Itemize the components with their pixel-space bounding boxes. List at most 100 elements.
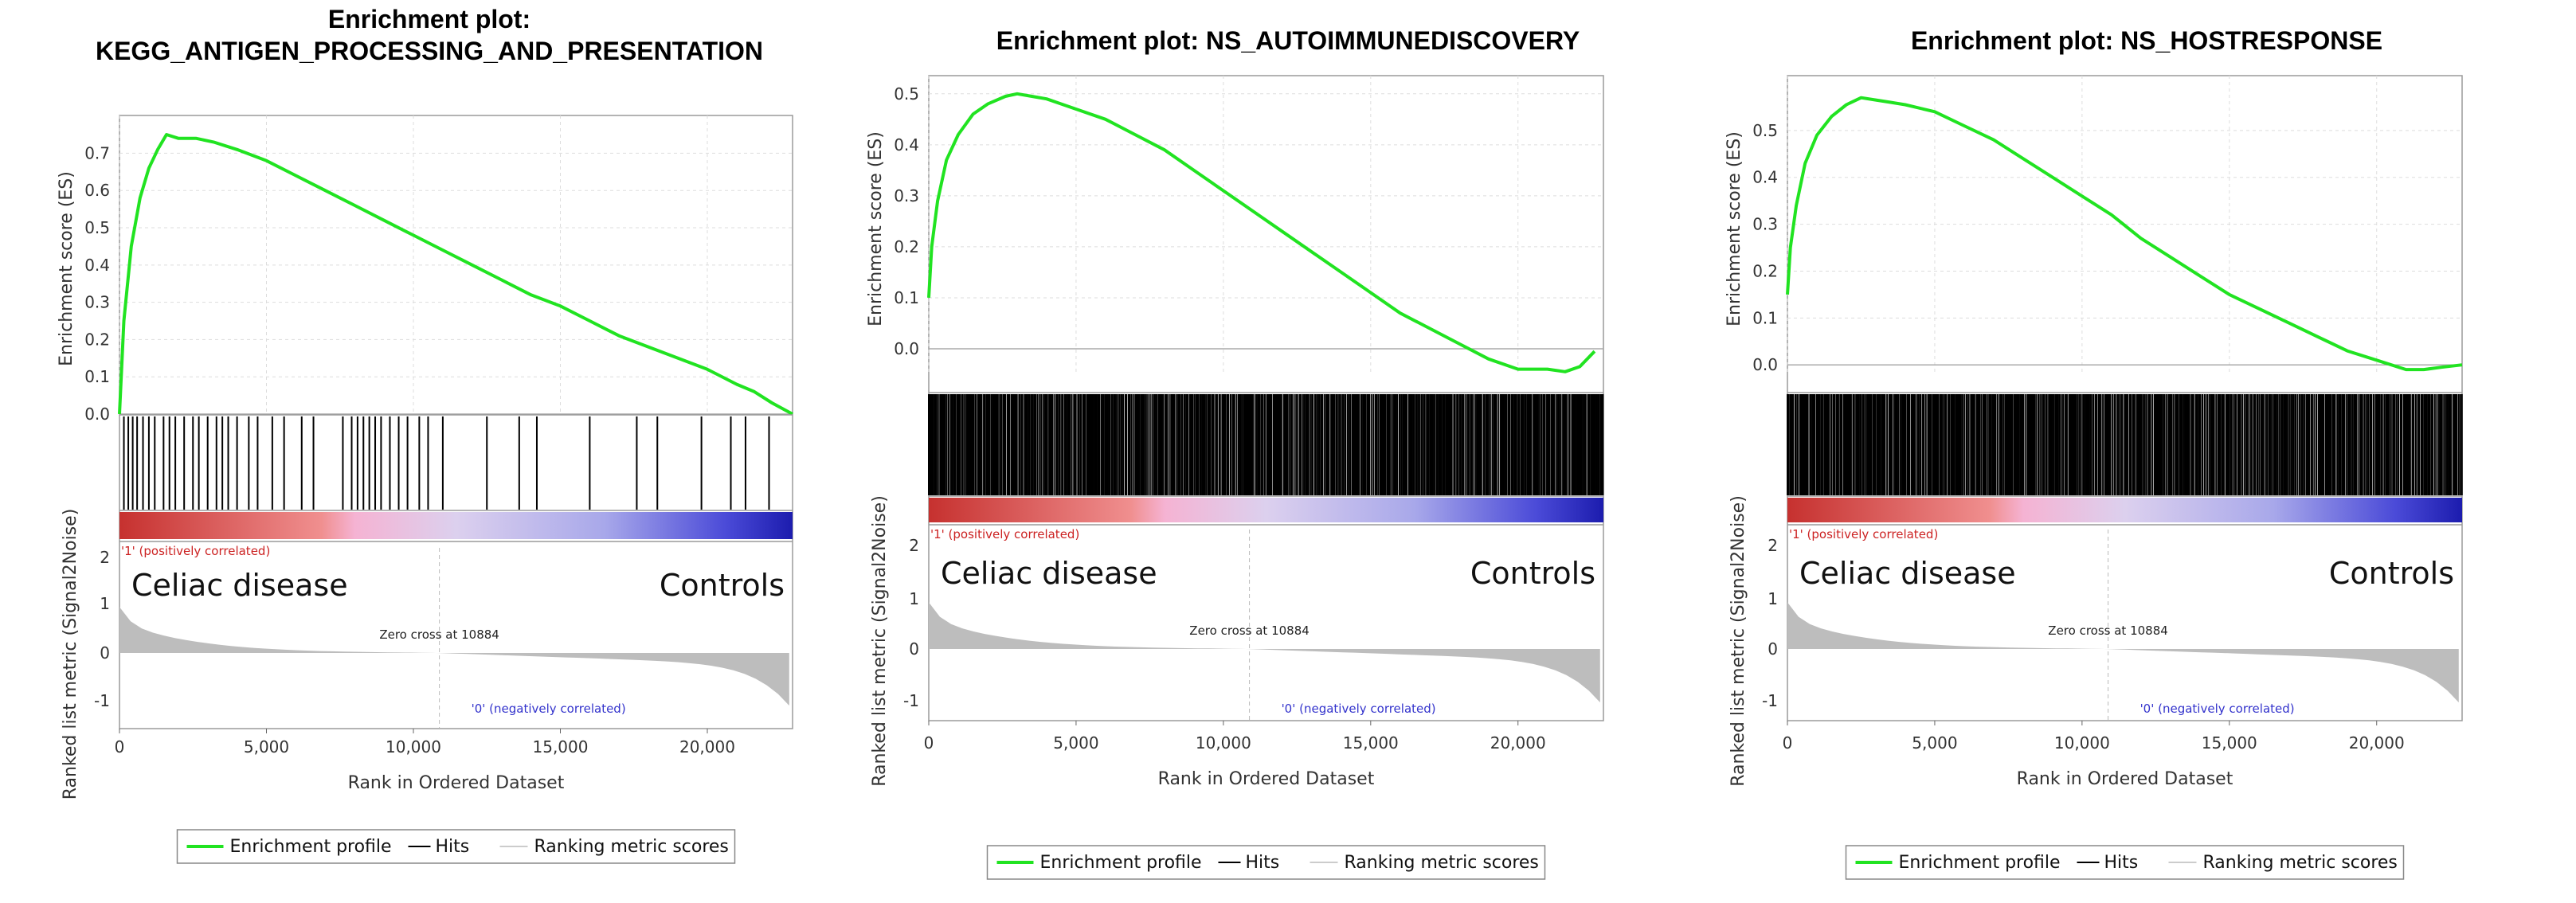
es-tick-label: 0.0 xyxy=(894,339,919,358)
metric-tick-label: 2 xyxy=(1768,536,1778,555)
x-tick-label: 0 xyxy=(924,733,934,752)
legend-hits: Hits xyxy=(436,837,470,857)
chart-svg: Enrichment plot: NS_AUTOIMMUNEDISCOVERY 0… xyxy=(866,26,1604,880)
group-left-label: Celiac disease xyxy=(131,568,348,603)
x-tick-label: 5,000 xyxy=(1912,733,1957,752)
legend-hits: Hits xyxy=(1246,853,1280,873)
ranking-color-bar xyxy=(929,498,1603,522)
x-tick-label: 15,000 xyxy=(533,737,589,756)
group-right-label: Controls xyxy=(2329,556,2454,591)
hits-group xyxy=(928,394,1604,495)
zero-cross-label: Zero cross at 10884 xyxy=(2048,624,2168,638)
enrichment-profile-line xyxy=(927,92,1596,373)
enrichment-plot-hostresponse: Enrichment plot: NS_HOSTRESPONSE 0.0 0.1 0.… xyxy=(1717,0,2576,903)
es-tick-label: 0.3 xyxy=(894,186,919,205)
x-axis-label: Rank in Ordered Dataset xyxy=(1158,769,1375,789)
es-tick-label: 0.7 xyxy=(84,143,110,162)
chart-svg: Enrichment plot: KEGG_ANTIGEN_PROCESSING_… xyxy=(57,5,793,864)
es-tick-label: 0.4 xyxy=(84,256,110,275)
zero-cross-label: Zero cross at 10884 xyxy=(1189,624,1310,638)
ranking-color-bar xyxy=(1787,498,2462,522)
x-tick-label: 5,000 xyxy=(1053,733,1098,752)
legend: Enrichment profile Hits Ranking metric sco… xyxy=(1845,845,2405,880)
es-tick-label: 0.1 xyxy=(894,288,919,307)
es-tick-label: 0.2 xyxy=(894,237,919,256)
x-tick-label: 5,000 xyxy=(244,737,289,756)
es-tick-label: 0.4 xyxy=(894,135,919,154)
es-tick-label: 0.5 xyxy=(84,218,110,237)
ranking-color-bar xyxy=(119,512,793,539)
legend-box xyxy=(986,845,1546,880)
negative-correlated-label: '0' (negatively correlated) xyxy=(2140,702,2295,716)
x-tick-label: 20,000 xyxy=(679,737,735,756)
metric-tick-label: 1 xyxy=(909,589,919,608)
enrichment-profile-line xyxy=(1786,96,2463,372)
chart-svg: Enrichment plot: NS_HOSTRESPONSE 0.0 0.1 0.… xyxy=(1725,26,2463,880)
x-tick-label: 0 xyxy=(115,737,125,756)
legend-enrichment-profile: Enrichment profile xyxy=(1040,853,1202,873)
metric-tick-label: -1 xyxy=(903,691,919,710)
x-tick-label: 15,000 xyxy=(2202,733,2257,752)
metric-tick-label: 0 xyxy=(1768,639,1778,659)
metric-tick-label: 0 xyxy=(100,643,110,663)
x-axis-label: Rank in Ordered Dataset xyxy=(2017,769,2233,789)
enrichment-profile-line xyxy=(118,133,793,416)
es-tick-label: 0.0 xyxy=(1752,355,1778,374)
metric-axis-label: Ranked list metric (Signal2Noise) xyxy=(61,509,80,800)
legend: Enrichment profile Hits Ranking metric sco… xyxy=(986,845,1546,880)
metric-tick-label: 1 xyxy=(1768,589,1778,608)
x-axis-label: Rank in Ordered Dataset xyxy=(348,773,565,793)
es-axis-label: Enrichment score (ES) xyxy=(57,171,76,366)
enrichment-plot-autoimmune: Enrichment plot: NS_AUTOIMMUNEDISCOVERY 0… xyxy=(859,0,1717,903)
chart-title: Enrichment plot: NS_HOSTRESPONSE xyxy=(1911,26,2382,55)
hits-group xyxy=(1787,394,2463,495)
group-right-label: Controls xyxy=(660,568,785,603)
metric-axis-label: Ranked list metric (Signal2Noise) xyxy=(1728,495,1748,787)
zero-cross-label: Zero cross at 10884 xyxy=(379,627,499,642)
legend-box xyxy=(176,829,736,864)
legend-ranking-metric: Ranking metric scores xyxy=(2203,853,2398,873)
positive-correlated-label: '1' (positively correlated) xyxy=(1789,527,1938,541)
x-tick-label: 20,000 xyxy=(2349,733,2405,752)
legend-ranking-metric: Ranking metric scores xyxy=(1345,853,1539,873)
metric-tick-label: 1 xyxy=(100,594,110,613)
x-tick-label: 0 xyxy=(1783,733,1793,752)
legend-box xyxy=(1845,845,2405,880)
metric-tick-label: -1 xyxy=(1762,691,1778,710)
es-axis-label: Enrichment score (ES) xyxy=(1725,131,1744,326)
legend-hits: Hits xyxy=(2104,853,2139,873)
group-right-label: Controls xyxy=(1470,556,1595,591)
metric-axis-label: Ranked list metric (Signal2Noise) xyxy=(870,495,890,787)
es-tick-label: 0.4 xyxy=(1752,168,1778,187)
metric-tick-label: 2 xyxy=(100,548,110,567)
group-left-label: Celiac disease xyxy=(941,556,1157,591)
hits-group xyxy=(123,416,770,510)
legend: Enrichment profile Hits Ranking metric sco… xyxy=(176,829,736,864)
es-tick-label: 0.0 xyxy=(84,405,110,424)
x-tick-label: 15,000 xyxy=(1343,733,1399,752)
es-tick-label: 0.5 xyxy=(894,84,919,104)
es-axis-label: Enrichment score (ES) xyxy=(866,131,886,326)
positive-correlated-label: '1' (positively correlated) xyxy=(930,527,1079,541)
metric-tick-label: 0 xyxy=(909,639,919,659)
negative-correlated-label: '0' (negatively correlated) xyxy=(472,702,626,716)
es-tick-label: 0.2 xyxy=(1752,261,1778,280)
legend-enrichment-profile: Enrichment profile xyxy=(230,837,392,857)
es-tick-label: 0.1 xyxy=(84,367,110,386)
x-tick-label: 20,000 xyxy=(1490,733,1546,752)
x-tick-label: 10,000 xyxy=(1196,733,1251,752)
es-tick-label: 0.5 xyxy=(1752,121,1778,140)
chart-title: Enrichment plot: NS_AUTOIMMUNEDISCOVERY xyxy=(996,26,1580,55)
x-tick-label: 10,000 xyxy=(2054,733,2110,752)
legend-enrichment-profile: Enrichment profile xyxy=(1899,853,2061,873)
negative-correlated-label: '0' (negatively correlated) xyxy=(1282,702,1436,716)
chart-title-line2: KEGG_ANTIGEN_PROCESSING_AND_PRESENTATION xyxy=(96,37,763,65)
group-left-label: Celiac disease xyxy=(1799,556,2016,591)
es-tick-label: 0.3 xyxy=(84,293,110,312)
enrichment-plot-kegg: Enrichment plot: KEGG_ANTIGEN_PROCESSING_… xyxy=(0,0,859,903)
legend-ranking-metric: Ranking metric scores xyxy=(534,837,729,857)
es-tick-label: 0.2 xyxy=(84,330,110,349)
es-tick-label: 0.1 xyxy=(1752,308,1778,327)
metric-tick-label: 2 xyxy=(909,536,919,555)
plot-frame xyxy=(119,115,793,729)
